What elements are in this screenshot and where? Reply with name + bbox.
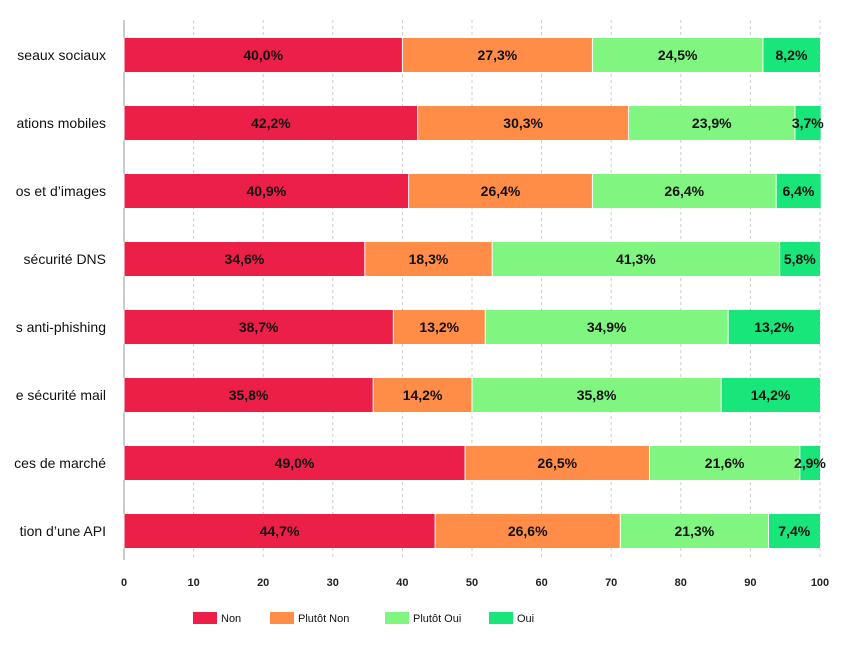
category-label: seaux sociaux xyxy=(17,47,106,63)
data-label: 24,5% xyxy=(658,47,698,63)
bar-segment xyxy=(776,174,821,208)
bar-segment xyxy=(124,378,374,412)
x-tick-label: 60 xyxy=(535,577,547,589)
bar-segment xyxy=(364,242,493,276)
data-label: 38,7% xyxy=(239,319,279,335)
bar-segment xyxy=(124,446,466,480)
bar-segment xyxy=(465,446,650,480)
bar-segment xyxy=(768,514,820,548)
category-label: os et d’images xyxy=(16,183,106,199)
data-label: 14,2% xyxy=(751,387,791,403)
data-label: 3,7% xyxy=(792,115,824,131)
bar-segment xyxy=(124,174,409,208)
data-label: 26,4% xyxy=(481,183,521,199)
data-label: 18,3% xyxy=(409,251,449,267)
legend-swatch xyxy=(270,612,294,624)
category-label: sécurité DNS xyxy=(24,251,106,267)
x-tick-label: 30 xyxy=(327,577,339,589)
data-label: 26,5% xyxy=(537,455,577,471)
bar-segment xyxy=(485,310,729,344)
data-label: 26,4% xyxy=(664,183,704,199)
data-label: 42,2% xyxy=(251,115,291,131)
category-label: s anti-phishing xyxy=(16,319,106,335)
bar-segment xyxy=(628,106,795,140)
bar-segment xyxy=(762,38,820,72)
category-label: ces de marché xyxy=(14,455,106,471)
data-label: 8,2% xyxy=(776,47,808,63)
data-label: 30,3% xyxy=(503,115,543,131)
data-label: 49,0% xyxy=(275,455,315,471)
data-label: 13,2% xyxy=(754,319,794,335)
bar-segment xyxy=(124,242,365,276)
category-label: ations mobiles xyxy=(17,115,107,131)
data-label: 41,3% xyxy=(616,251,656,267)
category-label: tion d’une API xyxy=(20,523,106,539)
bar-segment xyxy=(402,38,593,72)
legend-swatch xyxy=(489,612,513,624)
data-label: 6,4% xyxy=(782,183,814,199)
data-label: 34,9% xyxy=(587,319,627,335)
bar-segment xyxy=(472,378,722,412)
x-tick-label: 50 xyxy=(466,577,478,589)
legend-label: Plutôt Oui xyxy=(413,613,461,625)
data-label: 40,0% xyxy=(243,47,283,63)
legend-swatch xyxy=(385,612,409,624)
bar-segment xyxy=(620,514,769,548)
data-label: 44,7% xyxy=(260,523,300,539)
data-label: 40,9% xyxy=(246,183,286,199)
x-tick-label: 20 xyxy=(257,577,269,589)
x-tick-label: 40 xyxy=(396,577,408,589)
bar-segment xyxy=(649,446,800,480)
bar-segment xyxy=(728,310,820,344)
x-tick-label: 80 xyxy=(675,577,687,589)
bars-layer xyxy=(123,38,821,548)
x-tick-label: 0 xyxy=(121,577,127,589)
data-label: 14,2% xyxy=(403,387,443,403)
bar-segment xyxy=(592,174,777,208)
bar-segment xyxy=(779,242,820,276)
legend-label: Oui xyxy=(517,613,534,625)
bar-segment xyxy=(124,310,394,344)
bar-segment xyxy=(417,106,629,140)
x-tick-label: 100 xyxy=(811,577,829,589)
legend-label: Non xyxy=(221,613,241,625)
data-label: 2,9% xyxy=(794,455,826,471)
bar-segment xyxy=(393,310,486,344)
bar-segment xyxy=(124,514,436,548)
bar-segment xyxy=(408,174,593,208)
bar-segment xyxy=(124,106,418,140)
data-label: 34,6% xyxy=(225,251,265,267)
data-label: 26,6% xyxy=(508,523,548,539)
data-label: 13,2% xyxy=(419,319,459,335)
bar-segment xyxy=(124,38,403,72)
bar-segment xyxy=(373,378,472,412)
category-label: e sécurité mail xyxy=(16,387,106,403)
x-tick-label: 90 xyxy=(744,577,756,589)
bar-segment xyxy=(592,38,763,72)
bar-segment xyxy=(799,446,820,480)
data-label: 23,9% xyxy=(692,115,732,131)
data-label: 27,3% xyxy=(478,47,518,63)
legend-swatch xyxy=(193,612,217,624)
data-label: 21,6% xyxy=(705,455,745,471)
data-label: 5,8% xyxy=(784,251,816,267)
bar-segment xyxy=(721,378,820,412)
legend-layer: Non Plutôt Non Plutôt Oui Oui xyxy=(193,612,534,625)
bar-segment xyxy=(794,106,821,140)
x-tick-label: 70 xyxy=(605,577,617,589)
x-tick-label: 10 xyxy=(187,577,199,589)
data-label: 7,4% xyxy=(778,523,810,539)
bar-segment xyxy=(492,242,780,276)
data-label: 35,8% xyxy=(577,387,617,403)
data-label: 35,8% xyxy=(229,387,269,403)
bar-segment xyxy=(435,514,621,548)
axis-layer: 0 10 20 30 40 50 60 70 80 90 100 xyxy=(121,577,829,589)
legend-label: Plutôt Non xyxy=(298,613,349,625)
labels-layer: seaux sociaux 40,0% 27,3% 24,5% 8,2% ations m… xyxy=(14,47,826,539)
data-label: 21,3% xyxy=(675,523,715,539)
